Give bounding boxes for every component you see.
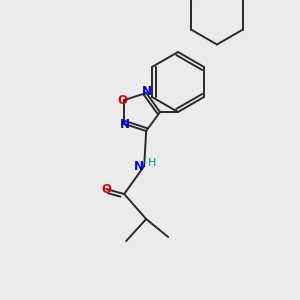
Text: N: N (134, 160, 144, 172)
Text: N: N (120, 118, 130, 131)
Text: O: O (118, 94, 128, 107)
Text: H: H (148, 158, 156, 168)
Text: O: O (101, 182, 111, 196)
Text: N: N (142, 85, 152, 98)
